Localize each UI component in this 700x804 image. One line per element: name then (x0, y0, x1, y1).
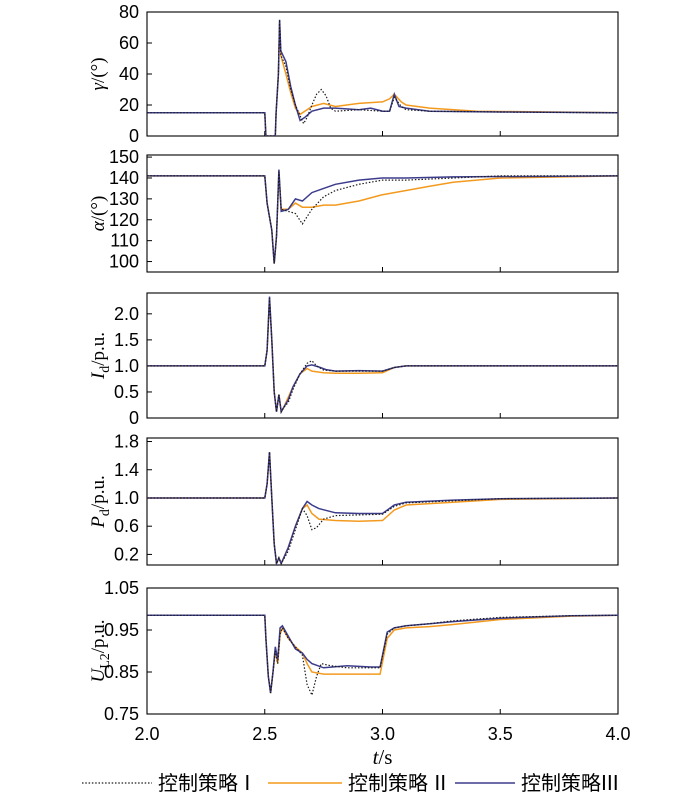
y-tick-label: 150 (109, 147, 139, 167)
y-tick-label: 0.6 (114, 516, 139, 536)
x-axis: 2.0 2.5 3.0 3.5 4.0 t/s (134, 724, 630, 769)
y-tick-label: 120 (109, 210, 139, 230)
y-axis-label: Pd/p.u. (88, 475, 113, 528)
y-tick-label: 1.5 (114, 330, 139, 350)
y-axis-label: γ/(°) (88, 57, 109, 90)
y-label-symbol: U (88, 668, 109, 683)
series-line-I (147, 614, 618, 697)
x-axis-label: t/s (373, 745, 393, 769)
series-line-II (147, 298, 618, 415)
legend-item: 控制策略III (455, 771, 619, 795)
legend-label: 控制策略III (521, 771, 619, 795)
y-tick-label: 110 (110, 231, 139, 251)
series-line-III (147, 614, 618, 694)
series-line-II (147, 452, 618, 565)
y-tick-label: 1.0 (114, 488, 139, 508)
y-label-symbol: P (88, 516, 109, 529)
y-label-unit: /p.u. (88, 332, 109, 366)
series-line-I (147, 171, 618, 264)
y-axis-label: Id/p.u. (88, 332, 113, 380)
series-line-III (147, 296, 618, 415)
y-axis-label: UL2/p.u. (88, 619, 113, 682)
y-tick-label: 0.85 (104, 662, 139, 682)
x-label-symbol: t (373, 745, 380, 769)
x-tick-label: 2.5 (252, 724, 277, 744)
y-label-symbol: α (88, 220, 109, 231)
legend-label: 控制策略 I (158, 771, 250, 795)
series-line-I (147, 19, 618, 136)
legend-label: 控制策略 II (348, 771, 446, 795)
y-label-symbol: I (88, 371, 109, 380)
y-tick-label: 2.0 (114, 304, 139, 324)
y-tick-label: 0.95 (104, 620, 139, 640)
chart-panels: 020406080γ/(°)100110120130140150α/(°)00.… (88, 2, 619, 724)
series-line-III (147, 19, 618, 136)
y-label-subscript: L2 (98, 653, 113, 669)
panel-frame (146, 11, 619, 137)
series-line-III (147, 169, 618, 264)
y-tick-label: 0.75 (104, 704, 139, 724)
legend-item: 控制策略 I (82, 771, 250, 795)
y-label-subscript: d (98, 366, 113, 373)
y-tick-label: 140 (109, 168, 139, 188)
y-label-unit: /(°) (88, 57, 109, 83)
y-tick-label: 0 (129, 126, 139, 146)
panel-Pd: 0.2 0.6 1.0 1.4 1.8 Pd/p.u. (88, 432, 619, 566)
y-tick-label: 1.0 (114, 356, 139, 376)
series-line-II (147, 22, 618, 136)
x-label-unit: /s (378, 745, 392, 769)
y-tick-label: 0.2 (114, 544, 139, 564)
y-tick-label: 40 (119, 64, 139, 84)
panel-frame (146, 587, 619, 715)
y-tick-label: 130 (109, 189, 139, 209)
panel-Id: 00.51.01.52.0Id/p.u. (88, 292, 619, 428)
y-label-unit: /p.u. (88, 475, 109, 509)
panel-UL2: 0.75 0.85 0.95 1.05 UL2/p.u. (88, 578, 619, 724)
y-tick-label: 0 (129, 408, 139, 428)
y-axis-label: α/(°) (88, 196, 109, 232)
series-line-I (147, 452, 618, 565)
y-tick-label: 60 (119, 33, 139, 53)
panel-frame (146, 154, 619, 273)
y-tick-label: 100 (109, 252, 139, 272)
legend-item: 控制策略 II (268, 771, 446, 795)
y-label-unit: /p.u. (88, 619, 109, 653)
panel-frame (146, 437, 619, 566)
y-label-subscript: d (98, 509, 113, 516)
x-tick-label: 3.5 (488, 724, 513, 744)
y-tick-label: 1.8 (114, 432, 139, 452)
y-tick-label: 0.5 (114, 382, 139, 402)
x-tick-label: 3.0 (370, 724, 395, 744)
series-line-III (147, 452, 618, 565)
y-label-unit: /(°) (88, 196, 109, 222)
y-tick-label: 1.4 (114, 460, 139, 480)
y-label-symbol: γ (88, 83, 109, 91)
y-tick-label: 80 (119, 2, 139, 22)
panel-gamma: 0 20 40 60 80 γ/(°) (88, 2, 619, 146)
x-tick-label: 4.0 (605, 724, 630, 744)
y-tick-label: 1.05 (104, 578, 139, 598)
legend: 控制策略 I 控制策略 II 控制策略III (82, 771, 619, 795)
y-tick-label: 20 (119, 95, 139, 115)
x-tick-label: 2.0 (134, 724, 159, 744)
panel-frame (146, 292, 619, 419)
series-line-I (147, 298, 618, 414)
series-line-II (147, 171, 618, 264)
